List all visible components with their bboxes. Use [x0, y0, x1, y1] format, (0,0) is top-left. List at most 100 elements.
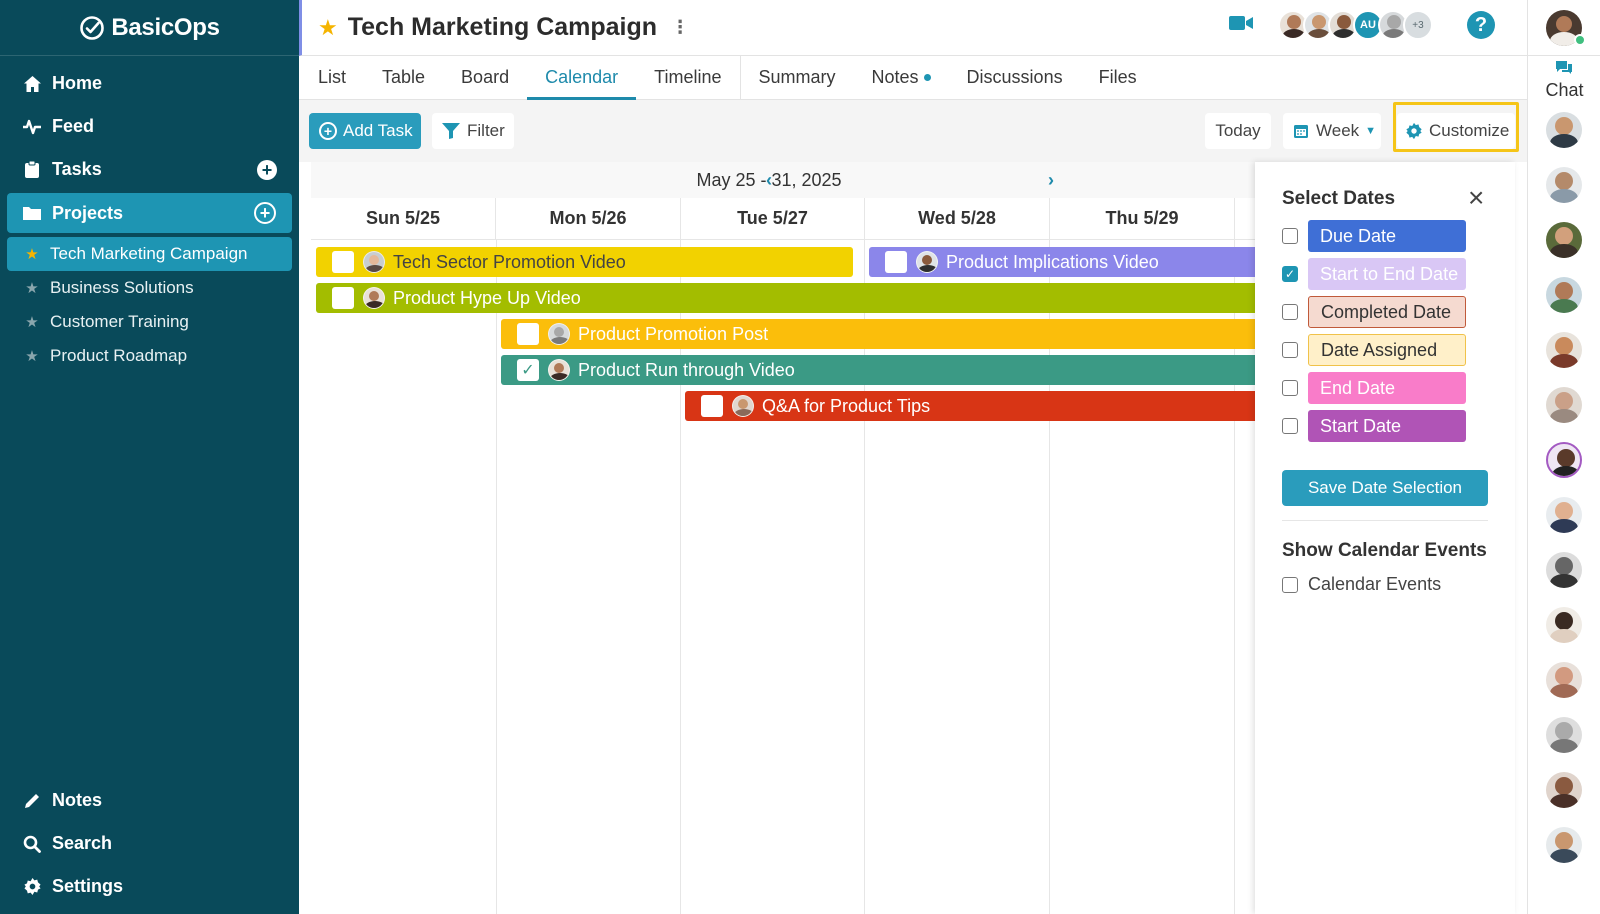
- help-icon[interactable]: ?: [1467, 11, 1495, 39]
- task-checkbox[interactable]: [517, 323, 539, 345]
- star-icon[interactable]: ★: [25, 280, 39, 297]
- date-option-start-to-end[interactable]: ✓ Start to End Date: [1282, 258, 1466, 290]
- task-bar[interactable]: Product Implications Video: [869, 247, 1255, 277]
- sidebar-item-search[interactable]: Search: [0, 822, 299, 865]
- sidebar-item-notes[interactable]: Notes: [0, 779, 299, 822]
- chat-user-avatar[interactable]: [1546, 662, 1582, 698]
- add-project-plus-icon[interactable]: +: [254, 202, 276, 224]
- date-option-checkbox-checked[interactable]: ✓: [1282, 266, 1298, 282]
- chat-user-avatar[interactable]: [1546, 167, 1582, 203]
- date-option-pill[interactable]: Date Assigned: [1308, 334, 1466, 366]
- date-option-pill[interactable]: Start Date: [1308, 410, 1466, 442]
- star-icon[interactable]: ★: [25, 348, 39, 365]
- project-item-product-roadmap[interactable]: ★ Product Roadmap: [0, 339, 299, 373]
- date-option-checkbox[interactable]: [1282, 228, 1298, 244]
- date-option-end-date[interactable]: End Date: [1282, 372, 1466, 404]
- filter-button[interactable]: Filter: [432, 113, 514, 149]
- date-option-checkbox[interactable]: [1282, 418, 1298, 434]
- task-bar[interactable]: Product Hype Up Video: [316, 283, 1255, 313]
- date-option-date-assigned[interactable]: Date Assigned: [1282, 334, 1466, 366]
- task-checkbox[interactable]: [332, 251, 354, 273]
- add-task-button[interactable]: + Add Task: [309, 113, 421, 149]
- tab-timeline[interactable]: Timeline: [654, 67, 722, 87]
- chat-user-avatar[interactable]: [1546, 222, 1582, 258]
- task-bar[interactable]: ✓ Product Run through Video: [501, 355, 1255, 385]
- star-icon[interactable]: ★: [25, 314, 39, 331]
- date-option-pill[interactable]: End Date: [1308, 372, 1466, 404]
- star-icon[interactable]: ★: [25, 246, 39, 263]
- video-call-icon[interactable]: [1229, 15, 1253, 36]
- task-checkbox[interactable]: [885, 251, 907, 273]
- chat-user-avatar[interactable]: [1546, 607, 1582, 643]
- chat-user-avatar[interactable]: [1546, 772, 1582, 808]
- add-task-plus-icon[interactable]: +: [257, 160, 277, 180]
- app-logo[interactable]: BasicOps: [0, 0, 299, 56]
- next-week-icon[interactable]: ›: [1048, 170, 1054, 190]
- date-option-due-date[interactable]: Due Date: [1282, 220, 1466, 252]
- task-checkbox[interactable]: [332, 287, 354, 309]
- task-bar[interactable]: Q&A for Product Tips: [685, 391, 1255, 421]
- sidebar-item-projects[interactable]: Projects +: [7, 193, 292, 233]
- tab-calendar[interactable]: Calendar: [527, 56, 637, 100]
- tab-files[interactable]: Files: [1098, 67, 1137, 87]
- date-option-completed[interactable]: Completed Date: [1282, 296, 1466, 328]
- tab-list[interactable]: List: [318, 67, 347, 87]
- chat-label[interactable]: Chat: [1545, 80, 1584, 100]
- previous-week-icon[interactable]: ‹: [766, 170, 772, 190]
- chat-user-avatar[interactable]: [1546, 277, 1582, 313]
- chat-bubble-icon[interactable]: [1555, 60, 1573, 80]
- close-icon[interactable]: ×: [1468, 182, 1485, 213]
- save-date-selection-button[interactable]: Save Date Selection: [1282, 470, 1488, 506]
- chat-user-avatar[interactable]: [1546, 387, 1582, 423]
- tab-table[interactable]: Table: [382, 67, 426, 87]
- chat-user-avatar[interactable]: [1546, 552, 1582, 588]
- tab-summary[interactable]: Summary: [758, 67, 836, 87]
- sidebar-item-label: Settings: [52, 876, 124, 896]
- sidebar-item-tasks[interactable]: Tasks +: [0, 148, 299, 191]
- view-tabs: List Table Board Calendar Timeline Summa…: [299, 56, 1527, 100]
- week-dropdown[interactable]: Week ▼: [1283, 113, 1381, 149]
- task-bar[interactable]: Tech Sector Promotion Video: [316, 247, 853, 277]
- member-avatars[interactable]: AU +3: [1278, 10, 1433, 40]
- date-option-pill[interactable]: Start to End Date: [1308, 258, 1466, 290]
- assignee-avatar: [548, 323, 570, 345]
- date-option-checkbox[interactable]: [1282, 342, 1298, 358]
- sidebar-item-settings[interactable]: Settings: [0, 865, 299, 908]
- assignee-avatar: [363, 251, 385, 273]
- filter-icon: [442, 123, 460, 139]
- chat-user-avatar[interactable]: [1546, 827, 1582, 863]
- chat-user-avatar[interactable]: [1546, 717, 1582, 753]
- task-bar[interactable]: Product Promotion Post: [501, 319, 1255, 349]
- calendar-toolbar: + Add Task Filter Today Week ▼ Customize: [299, 100, 1527, 162]
- calendar-events-option[interactable]: Calendar Events: [1282, 574, 1441, 595]
- project-item-customer-training[interactable]: ★ Customer Training: [0, 305, 299, 339]
- date-option-pill[interactable]: Completed Date: [1308, 296, 1466, 328]
- today-button[interactable]: Today: [1205, 113, 1271, 149]
- customize-button[interactable]: Customize: [1397, 113, 1515, 149]
- chat-user-avatar[interactable]: [1546, 112, 1582, 148]
- favorite-star-icon[interactable]: ★: [318, 14, 338, 40]
- task-checkbox-checked[interactable]: ✓: [517, 359, 539, 381]
- calendar-events-checkbox[interactable]: [1282, 576, 1298, 593]
- project-item-tech-marketing-campaign[interactable]: ★ Tech Marketing Campaign: [7, 237, 292, 271]
- tab-discussions[interactable]: Discussions: [966, 67, 1063, 87]
- sidebar-item-feed[interactable]: Feed: [0, 105, 299, 148]
- sidebar-item-home[interactable]: Home: [0, 62, 299, 105]
- task-name: Product Promotion Post: [578, 323, 769, 344]
- date-option-pill[interactable]: Due Date: [1308, 220, 1466, 252]
- task-checkbox[interactable]: [701, 395, 723, 417]
- tab-notes[interactable]: Notes: [854, 56, 949, 99]
- assignee-avatar: [548, 359, 570, 381]
- date-option-start-date[interactable]: Start Date: [1282, 410, 1466, 442]
- date-option-checkbox[interactable]: [1282, 380, 1298, 396]
- filter-label: Filter: [467, 121, 505, 140]
- more-members-badge[interactable]: +3: [1403, 10, 1433, 40]
- chat-user-avatar[interactable]: [1546, 442, 1582, 478]
- tab-board[interactable]: Board: [461, 67, 510, 87]
- date-option-checkbox[interactable]: [1282, 304, 1298, 320]
- chat-user-avatar[interactable]: [1546, 497, 1582, 533]
- more-options-icon[interactable]: ⋮: [671, 17, 690, 37]
- project-item-business-solutions[interactable]: ★ Business Solutions: [0, 271, 299, 305]
- chat-user-avatar[interactable]: [1546, 332, 1582, 368]
